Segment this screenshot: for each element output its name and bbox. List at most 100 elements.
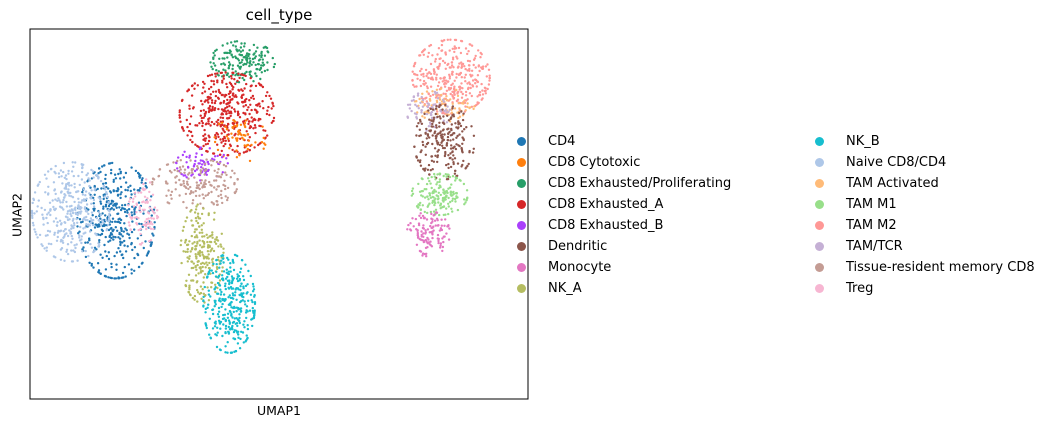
scatter-point: [221, 257, 225, 260]
scatter-point: [226, 56, 229, 59]
scatter-point: [92, 202, 96, 205]
scatter-point: [267, 105, 270, 109]
scatter-point: [213, 136, 216, 139]
scatter-point: [248, 309, 252, 312]
scatter-point: [426, 102, 429, 105]
scatter-point: [220, 254, 223, 258]
scatter-point: [182, 182, 185, 185]
scatter-point: [103, 164, 106, 167]
scatter-point: [121, 271, 125, 275]
scatter-point: [214, 286, 217, 289]
scatter-point: [77, 190, 80, 193]
legend-marker: [517, 157, 526, 167]
scatter-point: [429, 196, 433, 199]
scatter-point: [206, 169, 210, 173]
scatter-point: [453, 87, 456, 90]
scatter-point: [417, 107, 420, 110]
scatter-point: [130, 166, 133, 169]
scatter-point: [229, 82, 233, 86]
scatter-point: [246, 108, 249, 112]
scatter-point: [74, 161, 77, 164]
scatter-point: [443, 133, 446, 136]
scatter-point: [195, 186, 198, 190]
scatter-point: [199, 285, 203, 288]
scatter-point: [428, 173, 431, 176]
scatter-point: [233, 40, 237, 43]
scatter-point: [205, 168, 208, 171]
scatter-point: [224, 184, 227, 188]
scatter-point: [419, 216, 423, 220]
scatter-point: [453, 145, 456, 148]
scatter-point: [421, 214, 425, 218]
scatter-point: [98, 244, 101, 247]
scatter-point: [432, 214, 435, 217]
scatter-point: [440, 141, 443, 144]
scatter-point: [257, 102, 261, 105]
scatter-point: [479, 56, 482, 59]
scatter-point: [234, 94, 237, 97]
scatter-point: [429, 210, 433, 214]
scatter-point: [233, 120, 237, 123]
legend-marker: [815, 220, 824, 230]
scatter-point: [103, 195, 106, 198]
scatter-point: [203, 82, 206, 86]
scatter-point: [208, 261, 211, 265]
scatter-point: [56, 235, 59, 239]
scatter-point: [223, 284, 227, 288]
scatter-point: [186, 256, 189, 259]
scatter-point: [470, 94, 473, 98]
scatter-point: [266, 109, 269, 112]
scatter-point: [215, 179, 218, 182]
scatter-point: [213, 101, 217, 105]
scatter-point: [244, 56, 247, 59]
scatter-point: [188, 192, 192, 195]
scatter-point: [204, 322, 207, 325]
scatter-point: [420, 95, 423, 99]
scatter-point: [218, 279, 222, 282]
scatter-point: [90, 219, 94, 222]
scatter-point: [230, 77, 233, 80]
scatter-point: [70, 249, 73, 252]
scatter-point: [81, 220, 84, 223]
scatter-point: [455, 72, 458, 76]
scatter-point: [208, 74, 212, 77]
legend-item: Dendritic: [517, 236, 607, 256]
scatter-point: [227, 258, 230, 261]
scatter-point: [445, 121, 449, 124]
scatter-point: [191, 171, 194, 174]
scatter-point: [146, 252, 149, 255]
scatter-point: [197, 162, 200, 165]
scatter-point: [237, 274, 241, 278]
scatter-point: [114, 226, 118, 229]
scatter-point: [460, 146, 463, 150]
scatter-point: [250, 75, 253, 78]
scatter-point: [435, 139, 438, 143]
scatter-point: [107, 257, 111, 261]
scatter-point: [434, 201, 437, 205]
scatter-point: [458, 62, 461, 65]
scatter-point: [222, 293, 226, 296]
scatter-point: [207, 253, 210, 256]
scatter-point: [245, 334, 248, 337]
scatter-point: [451, 194, 454, 197]
scatter-point: [438, 213, 441, 217]
scatter-point: [193, 82, 196, 85]
scatter-point: [196, 144, 199, 148]
scatter-point: [33, 191, 37, 194]
scatter-point: [247, 139, 251, 142]
legend: CD4 CD8 Cytotoxic CD8 Exhausted/Proliferat…: [517, 131, 1053, 306]
scatter-point: [249, 274, 252, 278]
scatter-point: [444, 67, 447, 71]
scatter-point: [208, 269, 211, 272]
scatter-point: [444, 92, 447, 96]
scatter-point: [133, 269, 136, 272]
scatter-point: [464, 201, 467, 204]
scatter-point: [227, 64, 231, 68]
scatter-point: [200, 163, 204, 166]
scatter-point: [180, 183, 183, 186]
scatter-point: [57, 172, 61, 175]
scatter-point: [211, 271, 215, 275]
scatter-point: [448, 227, 451, 230]
scatter-point: [234, 137, 238, 140]
scatter-point: [224, 165, 228, 168]
